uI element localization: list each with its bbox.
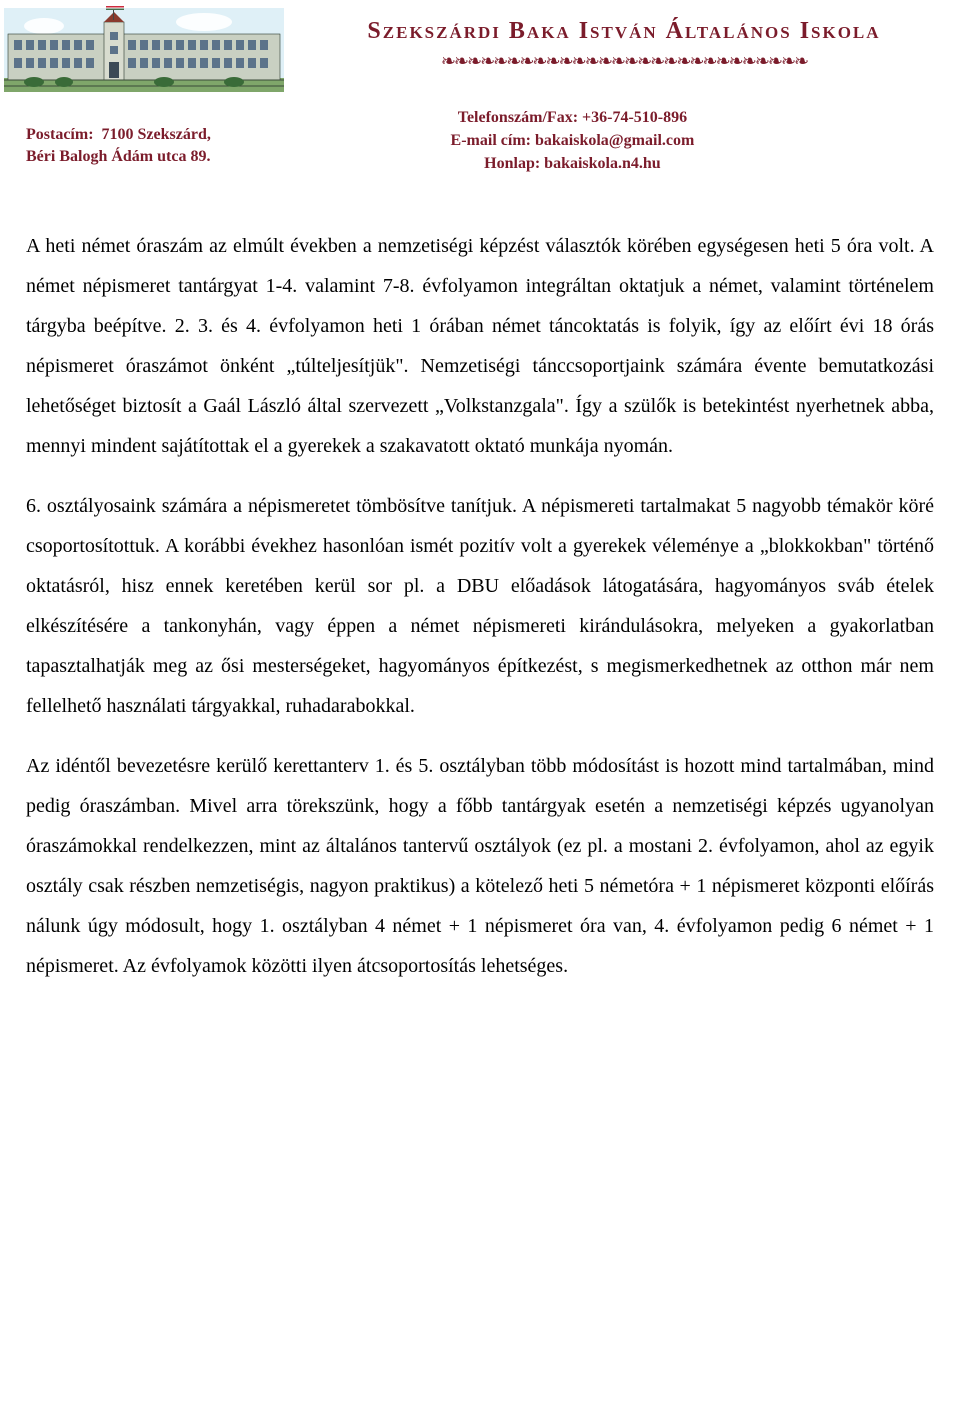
- ornament-row: ❧❧❧❧❧❧❧❧❧❧❧❧❧❧❧❧❧❧❧❧❧❧❧❧❧❧❧❧: [300, 51, 948, 72]
- contact-row: Postacím: 7100 Szekszárd, Béri Balogh Ád…: [0, 100, 960, 190]
- contact-info: Telefonszám/Fax: +36-74-510-896 E-mail c…: [211, 106, 934, 176]
- title-block: Szekszárdi Baka István Általános Iskola …: [300, 8, 948, 72]
- paragraph-1: A heti német óraszám az elmúlt években a…: [26, 226, 934, 466]
- postal-label: Postacím:: [26, 126, 94, 143]
- building-illustration: [4, 8, 284, 88]
- postal-line1: 7100 Szekszárd,: [102, 126, 211, 143]
- building-svg: [4, 8, 284, 92]
- body-text: A heti német óraszám az elmúlt években a…: [0, 190, 960, 1026]
- school-name: Szekszárdi Baka István Általános Iskola: [300, 18, 948, 45]
- web-label: Honlap:: [484, 155, 540, 172]
- email-label: E-mail cím:: [451, 132, 531, 149]
- phone-label: Telefonszám/Fax:: [458, 109, 578, 126]
- postal-address: Postacím: 7100 Szekszárd, Béri Balogh Ád…: [26, 106, 211, 176]
- paragraph-3: Az idéntől bevezetésre kerülő kerettante…: [26, 746, 934, 986]
- email-value: bakaiskola@gmail.com: [535, 132, 694, 149]
- phone-value: +36-74-510-896: [582, 109, 687, 126]
- hungarian-flag-icon: [106, 6, 124, 10]
- postal-line2: Béri Balogh Ádám utca 89.: [26, 148, 210, 165]
- web-value: bakaiskola.n4.hu: [544, 155, 661, 172]
- paragraph-2: 6. osztályosaink számára a népismeretet …: [26, 486, 934, 726]
- letterhead: Szekszárdi Baka István Általános Iskola …: [0, 0, 960, 100]
